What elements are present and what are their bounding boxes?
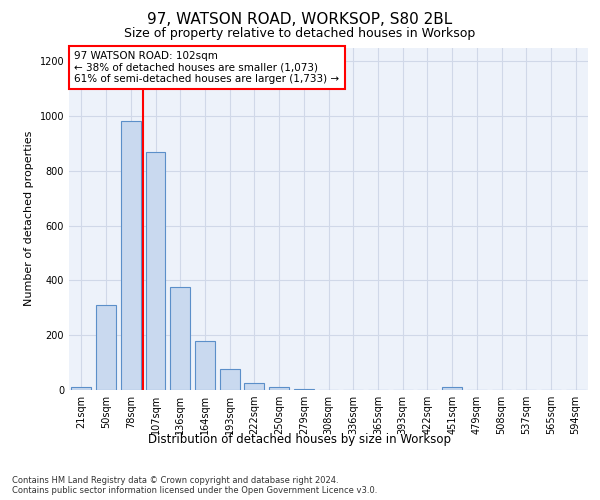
Bar xyxy=(121,122,140,390)
Bar xyxy=(244,383,264,390)
Bar xyxy=(269,388,289,390)
Text: Size of property relative to detached houses in Worksop: Size of property relative to detached ho… xyxy=(124,28,476,40)
Text: 97, WATSON ROAD, WORKSOP, S80 2BL: 97, WATSON ROAD, WORKSOP, S80 2BL xyxy=(148,12,452,28)
Text: Distribution of detached houses by size in Worksop: Distribution of detached houses by size … xyxy=(149,432,452,446)
Bar xyxy=(146,152,166,390)
Text: 97 WATSON ROAD: 102sqm
← 38% of detached houses are smaller (1,073)
61% of semi-: 97 WATSON ROAD: 102sqm ← 38% of detached… xyxy=(74,51,340,84)
Text: Contains HM Land Registry data © Crown copyright and database right 2024.
Contai: Contains HM Land Registry data © Crown c… xyxy=(12,476,377,495)
Bar xyxy=(170,287,190,390)
Bar xyxy=(96,305,116,390)
Bar xyxy=(195,340,215,390)
Bar xyxy=(220,370,239,390)
Y-axis label: Number of detached properties: Number of detached properties xyxy=(24,131,34,306)
Bar xyxy=(442,388,462,390)
Bar xyxy=(71,388,91,390)
